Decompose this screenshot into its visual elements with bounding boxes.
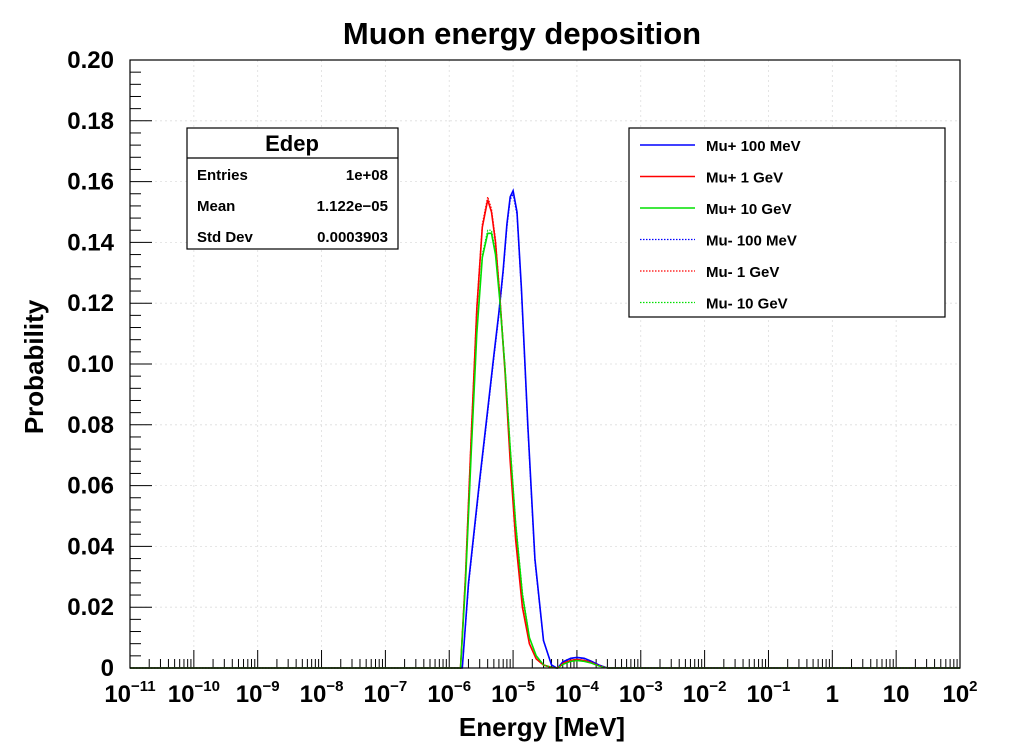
y-tick-label: 0.02: [67, 594, 114, 621]
legend-frame: [628, 127, 946, 318]
x-tick-labels: 10−11 10−10 10−9 10−8 10−7 10−6 10−5 10−4 10−3 10…: [104, 678, 977, 708]
x-tick-label: 1: [826, 681, 839, 708]
series-layer: [130, 188, 960, 669]
x-tick-label: 10−8: [300, 678, 344, 708]
legend-label-4: Mu- 100 MeV: [706, 233, 797, 250]
x-tick-label: 10−3: [619, 678, 663, 708]
stats-entries-value: 1e+08: [346, 167, 388, 184]
x-tick-label: 10−9: [236, 678, 280, 708]
y-tick-label: 0.16: [67, 169, 114, 196]
legend-label-6: Mu- 10 GeV: [706, 296, 788, 313]
y-axis-title: Probability: [19, 299, 49, 434]
y-tick-label: 0.04: [67, 533, 114, 560]
y-tick-label: 0.20: [67, 47, 114, 74]
x-tick-label: 102: [942, 678, 977, 708]
legend-label-1: Mu+ 100 MeV: [706, 138, 801, 155]
x-tick-label: 10−5: [491, 678, 535, 708]
stats-mean-label: Mean: [197, 198, 235, 215]
stats-mean-value: 1.122e−05: [317, 198, 388, 215]
y-tick-label: 0.14: [67, 229, 114, 256]
stats-entries-label: Entries: [197, 167, 248, 184]
stats-stddev-value: 0.0003903: [317, 229, 388, 246]
x-tick-label: 10−4: [555, 678, 599, 708]
stats-box-title: Edep: [265, 131, 319, 156]
legend: Mu+ 100 MeV Mu+ 1 GeV Mu+ 10 GeV Mu- 100 Me…: [628, 127, 946, 318]
x-tick-label: 10−11: [104, 678, 155, 708]
legend-label-2: Mu+ 1 GeV: [706, 170, 783, 187]
y-tick-label: 0: [101, 655, 114, 682]
y-tick-label: 0.06: [67, 473, 114, 500]
x-tick-label: 10−1: [747, 678, 791, 708]
y-tick-label: 0.12: [67, 290, 114, 317]
x-tick-label: 10−7: [363, 678, 407, 708]
x-tick-label: 10−2: [683, 678, 727, 708]
chart-title: Muon energy deposition: [343, 16, 701, 51]
plot-frame: [129, 59, 961, 669]
stats-stddev-label: Std Dev: [197, 229, 254, 246]
legend-label-5: Mu- 1 GeV: [706, 264, 779, 281]
legend-label-3: Mu+ 10 GeV: [706, 201, 791, 218]
x-tick-label: 10: [883, 681, 910, 708]
y-tick-label: 0.08: [67, 412, 114, 439]
series-line-4: [130, 191, 960, 669]
y-tick-labels: 0 0.02 0.04 0.06 0.08 0.10 0.12 0.14 0.16 0.18 0.2…: [67, 47, 114, 682]
tick-layer: [129, 59, 961, 669]
x-tick-label: 10−6: [427, 678, 471, 708]
stats-box: Edep Entries 1e+08 Mean 1.122e−05 Std De…: [186, 127, 399, 250]
stats-box-frame: [186, 127, 399, 250]
x-tick-label: 10−10: [168, 678, 220, 708]
x-axis-title: Energy [MeV]: [459, 712, 625, 742]
y-tick-label: 0.18: [67, 108, 114, 135]
y-tick-label: 0.10: [67, 351, 114, 378]
series-line-5: [130, 196, 960, 669]
series-line-6: [130, 229, 960, 669]
